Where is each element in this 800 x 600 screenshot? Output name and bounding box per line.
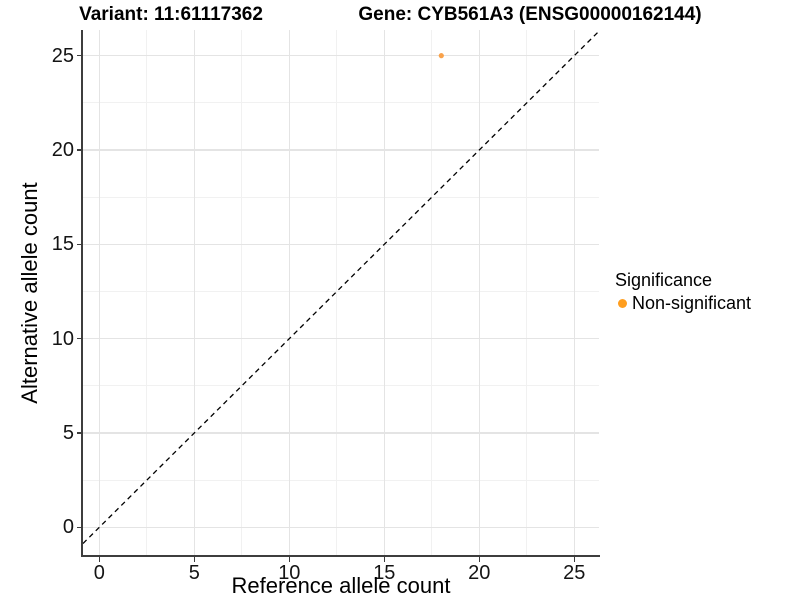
x-axis-title: Reference allele count (231, 573, 451, 598)
data-points (438, 53, 444, 59)
y-tick-mark (76, 54, 82, 57)
y-axis-line (81, 30, 84, 557)
gridline-x-minor (241, 30, 243, 555)
x-tick-mark (573, 556, 576, 562)
plot-canvas (83, 30, 599, 544)
y-tick-label: 25 (51, 44, 74, 67)
gridline-y-major (83, 55, 599, 57)
x-axis-line (81, 555, 601, 557)
gridline-x-major (193, 30, 195, 555)
legend-item: Non-significant (615, 292, 795, 314)
x-tick-label: 20 (468, 562, 491, 584)
gridline-x-major (478, 30, 480, 555)
y-axis-title: Alternative allele count (17, 182, 42, 404)
identity-dashed-line (83, 30, 599, 544)
gridline-y-minor (83, 102, 599, 104)
gridline-x-minor (431, 30, 433, 555)
gridline-y-minor (83, 290, 599, 292)
gridline-y-minor (83, 385, 599, 387)
legend: Significance Non-significant (615, 268, 795, 314)
x-tick-label: 5 (188, 562, 200, 584)
gridline-y-minor (83, 196, 599, 198)
x-tick-label: 25 (563, 562, 586, 584)
gridline-x-minor (336, 30, 338, 555)
y-tick-label: 10 (51, 327, 74, 350)
x-tick-mark (478, 556, 481, 562)
x-tick-label: 0 (93, 562, 105, 584)
gridline-y-major (83, 149, 599, 151)
gridline-x-minor (526, 30, 528, 555)
plot-title-variant: Variant: 11:61117362 (79, 4, 263, 25)
y-tick-mark (76, 337, 82, 340)
gridline-x-major (288, 30, 290, 555)
y-tick-label: 20 (51, 138, 74, 161)
legend-point-icon (618, 298, 627, 308)
gridline-x-major (98, 30, 100, 555)
gridline-x-major (573, 30, 575, 555)
legend-title: Significance (615, 270, 713, 290)
y-tick-label: 0 (62, 516, 74, 539)
gridline-y-major (83, 432, 599, 434)
x-tick-mark (193, 556, 196, 562)
legend-item-label: Non-significant (632, 292, 752, 313)
y-tick-mark (76, 243, 82, 246)
plot-title-gene: Gene: CYB561A3 (ENSG00000162144) (358, 4, 702, 25)
x-tick-mark (288, 556, 291, 562)
y-tick-label: 15 (51, 233, 74, 256)
x-tick-mark (98, 556, 101, 562)
gridline-x-major (383, 30, 385, 555)
data-point (438, 53, 444, 59)
gridline-y-minor (83, 479, 599, 481)
gridline-y-major (83, 243, 599, 245)
y-tick-mark (76, 149, 82, 151)
gridline-x-minor (146, 30, 148, 555)
x-tick-label: 10 (278, 562, 301, 584)
x-tick-label: 15 (373, 562, 396, 584)
y-tick-mark (76, 526, 82, 529)
x-tick-mark (383, 556, 386, 562)
y-tick-label: 5 (62, 421, 74, 444)
gridline-y-major (83, 526, 599, 528)
gridline-y-major (83, 338, 599, 340)
y-tick-mark (76, 432, 82, 434)
plot-panel (83, 30, 599, 555)
